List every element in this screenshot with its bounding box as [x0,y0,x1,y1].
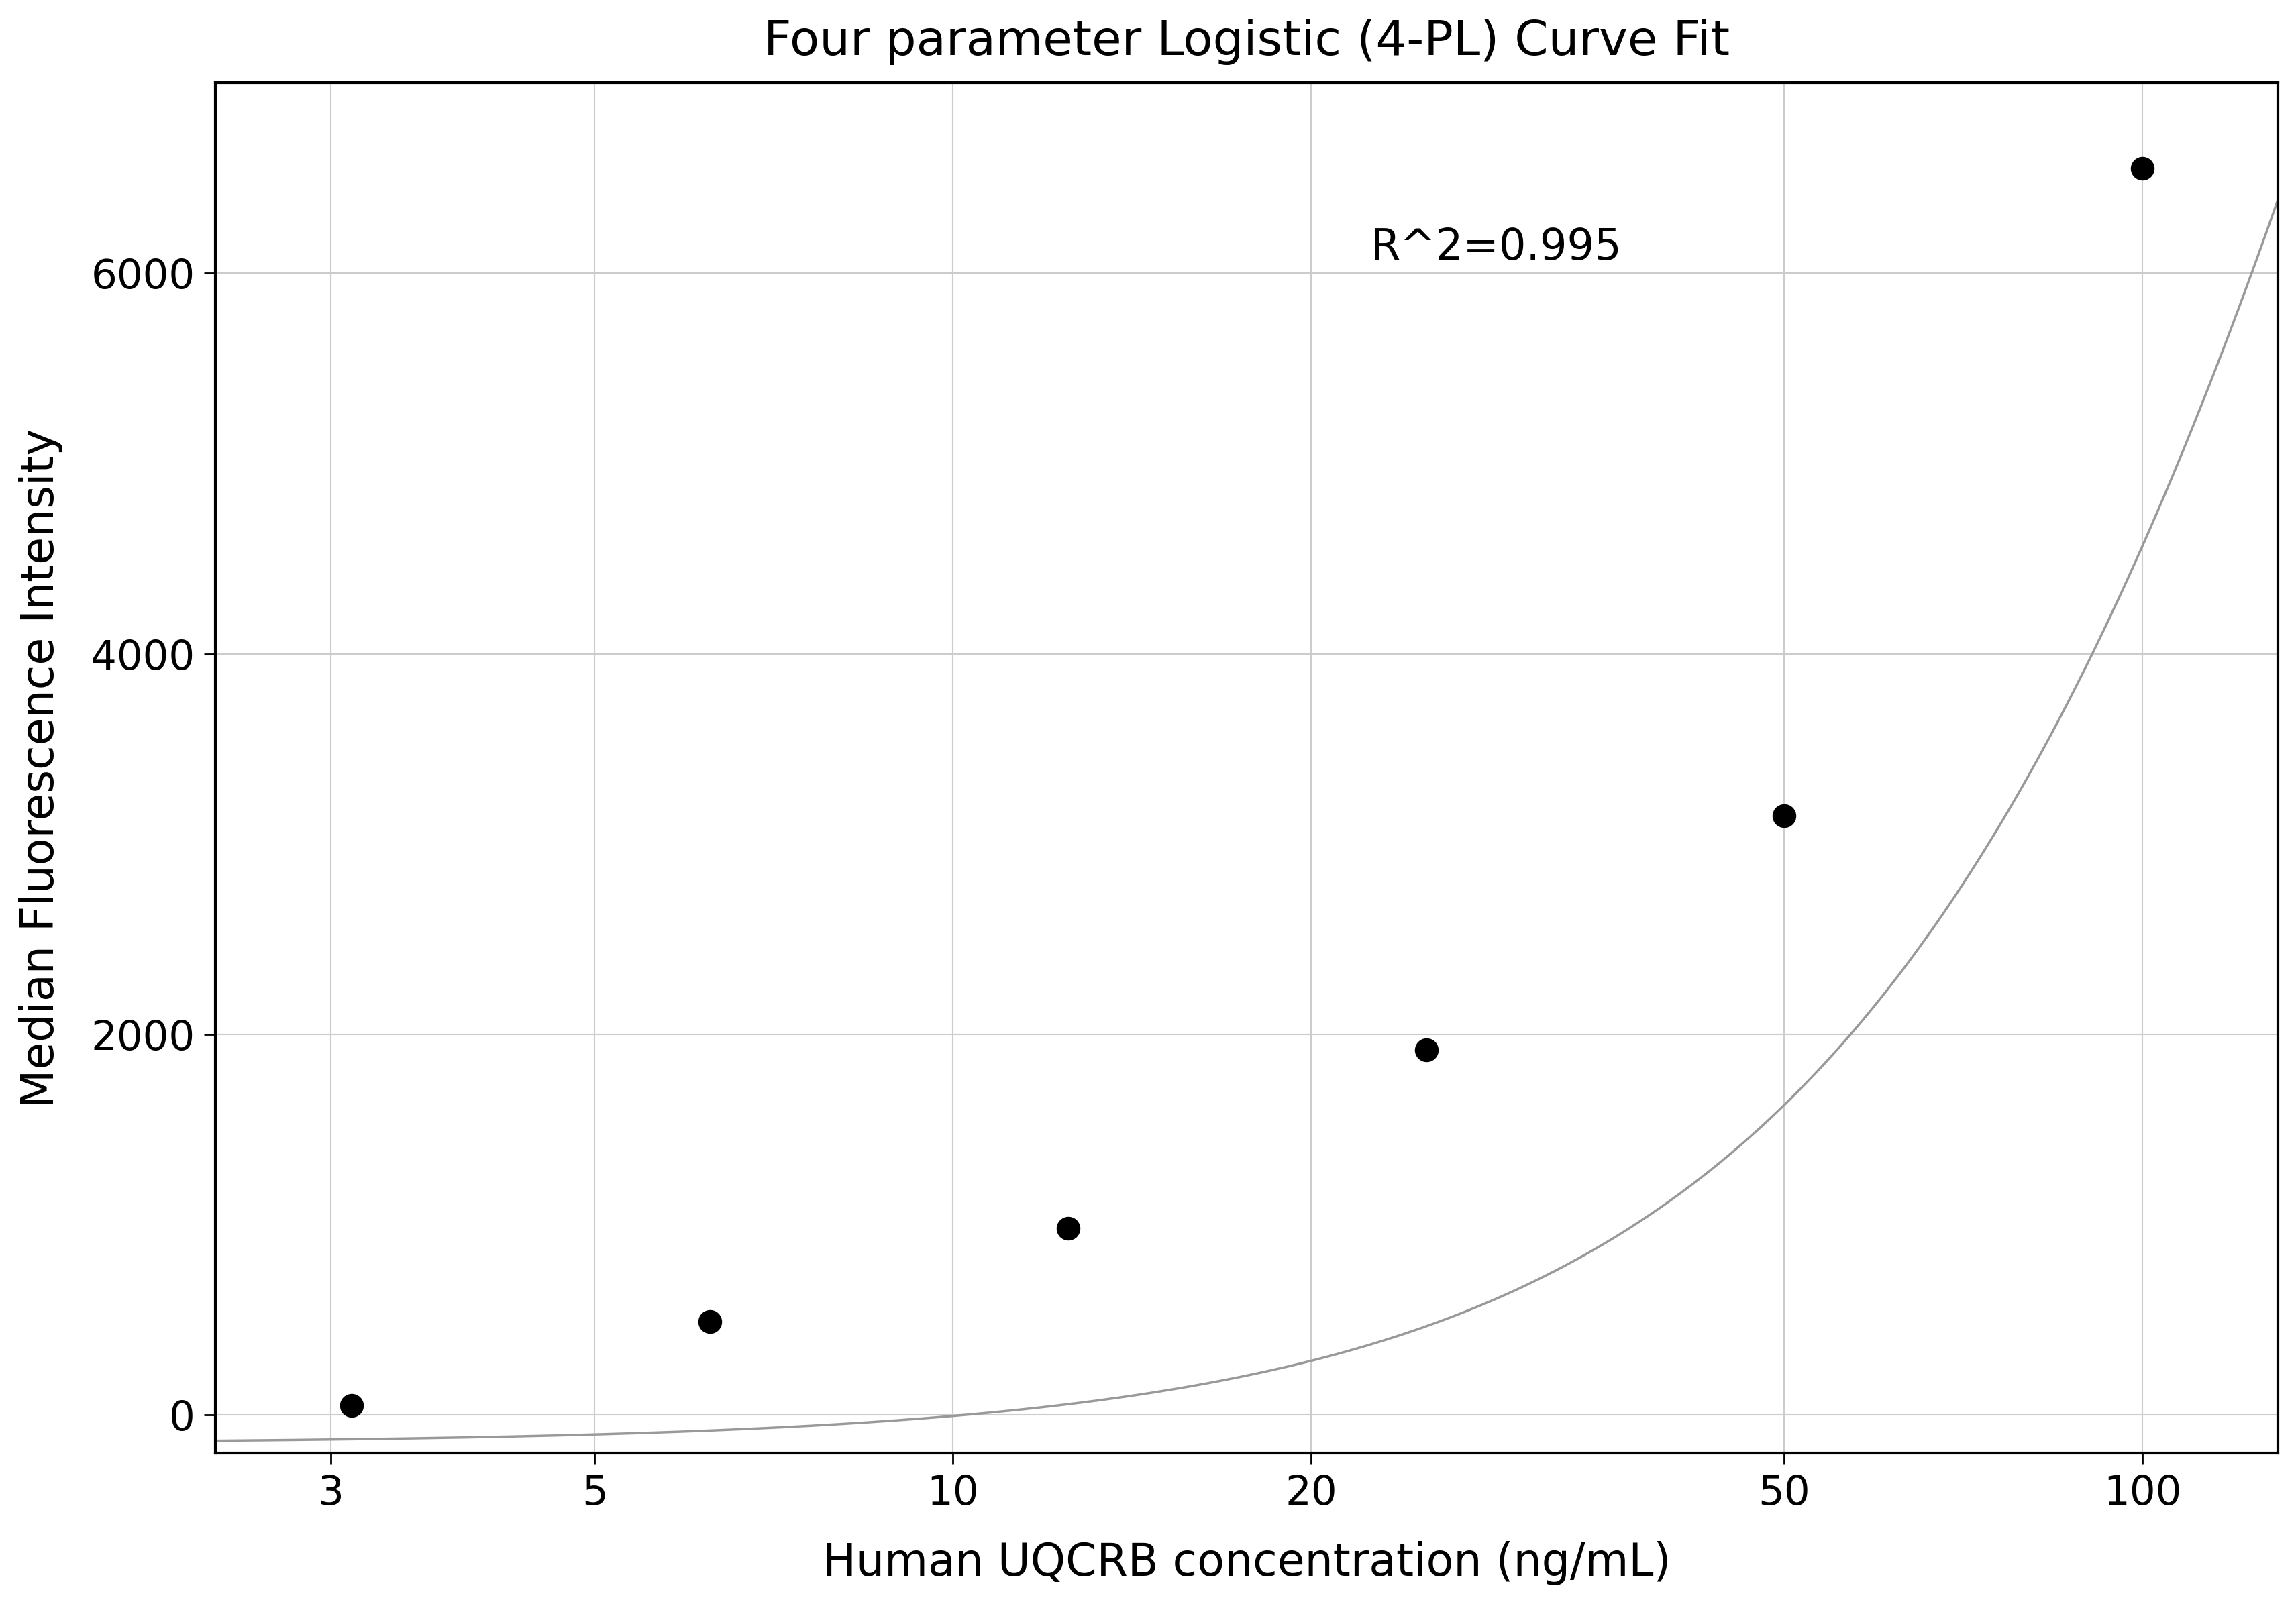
Point [2124,156,2161,181]
Point [333,1392,370,1418]
Title: Four parameter Logistic (4-PL) Curve Fit: Four parameter Logistic (4-PL) Curve Fit [762,19,1729,64]
Point [691,1309,728,1335]
Point [1407,1036,1444,1062]
Point [1766,802,1802,828]
Point [1049,1216,1086,1241]
Y-axis label: Median Fluorescence Intensity: Median Fluorescence Intensity [18,428,62,1107]
Text: R^2=0.995: R^2=0.995 [1371,226,1621,268]
X-axis label: Human UQCRB concentration (ng/mL): Human UQCRB concentration (ng/mL) [822,1541,1671,1585]
